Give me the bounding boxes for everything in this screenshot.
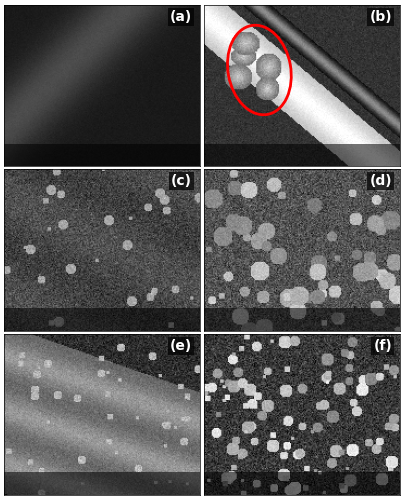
Bar bbox=[4, 308, 200, 330]
Text: (a): (a) bbox=[170, 10, 192, 24]
Text: (d): (d) bbox=[370, 174, 392, 188]
Text: (c): (c) bbox=[171, 174, 192, 188]
Bar bbox=[204, 144, 400, 166]
Bar bbox=[4, 472, 200, 495]
Text: (b): (b) bbox=[370, 10, 392, 24]
Bar bbox=[4, 144, 200, 166]
Text: (e): (e) bbox=[170, 338, 192, 352]
Text: (f): (f) bbox=[373, 338, 392, 352]
Bar bbox=[204, 308, 400, 330]
Bar bbox=[204, 472, 400, 495]
